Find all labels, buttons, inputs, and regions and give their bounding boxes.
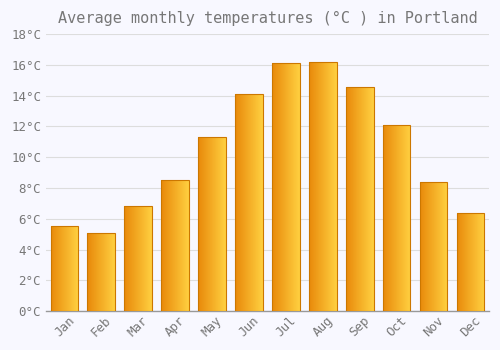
Bar [162, 180, 189, 311]
Bar [309, 62, 336, 311]
Title: Average monthly temperatures (°C ) in Portland: Average monthly temperatures (°C ) in Po… [58, 11, 478, 26]
Bar [383, 125, 410, 311]
Bar [420, 182, 448, 311]
Bar [124, 206, 152, 311]
Bar [456, 212, 484, 311]
Bar [346, 86, 374, 311]
Bar [272, 63, 299, 311]
Bar [50, 226, 78, 311]
Bar [235, 94, 263, 311]
Bar [198, 137, 226, 311]
Bar [88, 233, 115, 311]
